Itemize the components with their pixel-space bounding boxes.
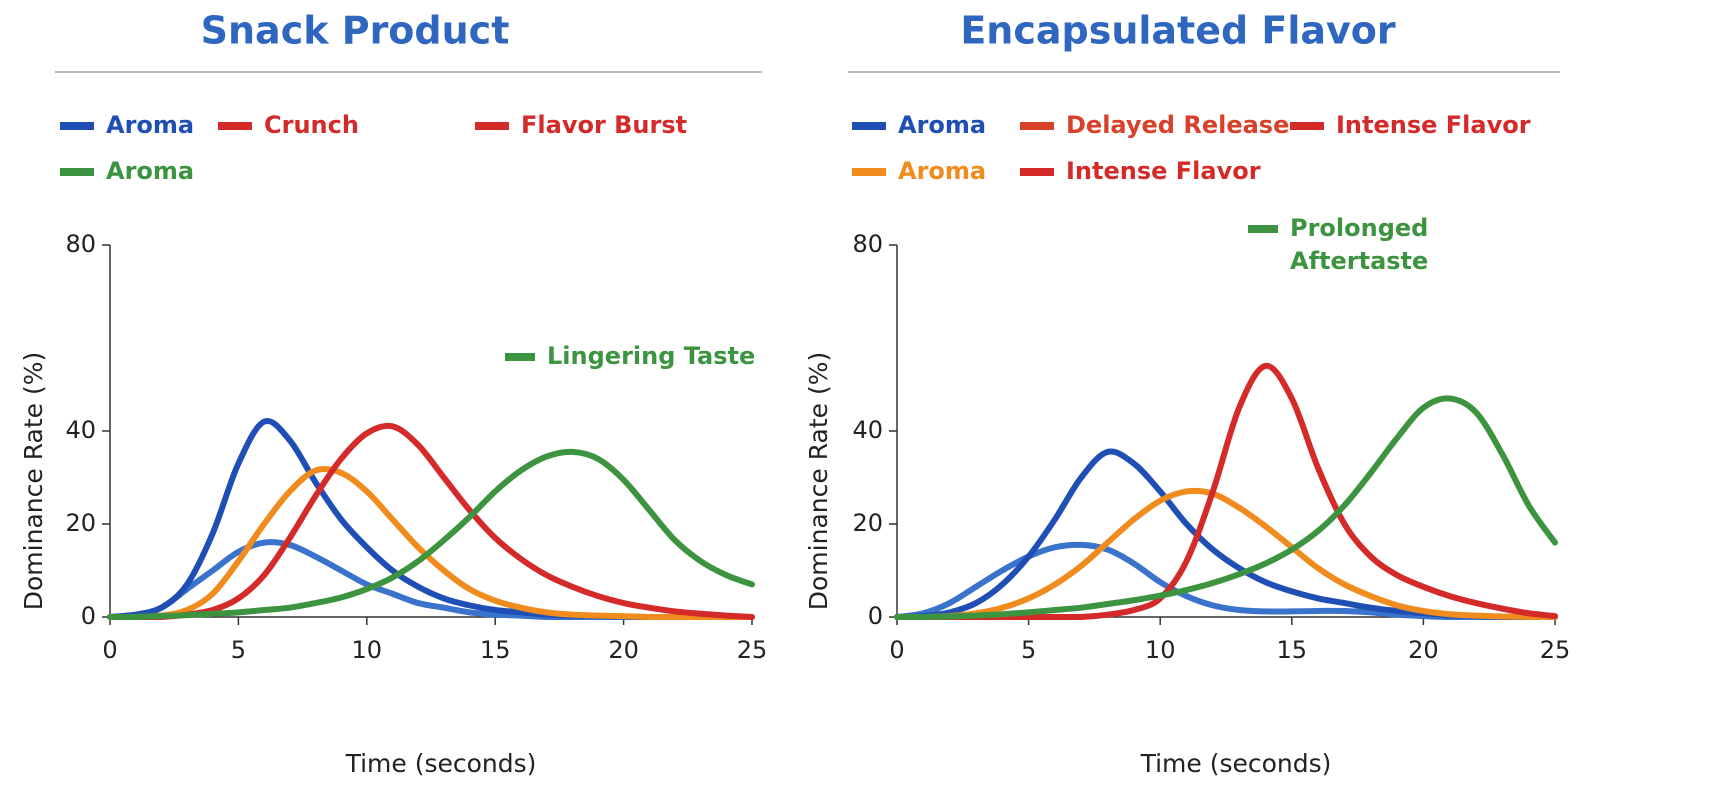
series-line — [107, 448, 755, 620]
x-tick-label: 0 — [889, 636, 904, 664]
chart-title: Encapsulated Flavor — [960, 9, 1396, 53]
annotation: Aftertaste — [1290, 247, 1428, 275]
series-line — [107, 465, 755, 620]
x-tick-label: 15 — [480, 636, 511, 664]
x-axis-label: Time (seconds) — [345, 749, 537, 778]
y-tick-label: 40 — [65, 416, 96, 444]
y-tick-label: 0 — [868, 602, 883, 630]
y-tick-label: 40 — [852, 416, 883, 444]
y-tick-label: 80 — [65, 230, 96, 258]
y-axis-label: Dominance Rate (%) — [804, 352, 833, 610]
legend-label: Aroma — [106, 111, 194, 139]
legend-label: Aroma — [898, 157, 986, 185]
y-tick-label: 20 — [65, 509, 96, 537]
x-tick-label: 5 — [1021, 636, 1036, 664]
legend-label: Intense Flavor — [1336, 111, 1531, 139]
x-tick-label: 10 — [1145, 636, 1176, 664]
legend-label: Delayed Release — [1066, 111, 1289, 139]
x-tick-label: 20 — [1408, 636, 1439, 664]
series-line — [894, 395, 1558, 620]
legend-label: Intense Flavor — [1066, 157, 1261, 185]
x-tick-label: 5 — [231, 636, 246, 664]
series-line — [894, 362, 1558, 620]
series-line — [894, 487, 1558, 620]
y-axis-label: Dominance Rate (%) — [19, 352, 48, 610]
x-tick-label: 20 — [608, 636, 639, 664]
series-line — [894, 448, 1558, 620]
annotation: Lingering Taste — [547, 342, 755, 370]
x-axis-label: Time (seconds) — [1140, 749, 1332, 778]
x-tick-label: 25 — [737, 636, 768, 664]
x-tick-label: 25 — [1540, 636, 1571, 664]
legend-label: Flavor Burst — [521, 111, 687, 139]
x-tick-label: 0 — [102, 636, 117, 664]
y-tick-label: 80 — [852, 230, 883, 258]
y-tick-label: 0 — [81, 602, 96, 630]
x-tick-label: 10 — [352, 636, 383, 664]
y-tick-label: 20 — [852, 509, 883, 537]
series-line — [107, 422, 755, 620]
legend-label: Aroma — [898, 111, 986, 139]
annotation: Prolonged — [1290, 214, 1428, 242]
legend-label: Aroma — [106, 157, 194, 185]
x-tick-label: 15 — [1277, 636, 1308, 664]
chart-title: Snack Product — [201, 9, 510, 53]
legend-label: Crunch — [264, 111, 359, 139]
